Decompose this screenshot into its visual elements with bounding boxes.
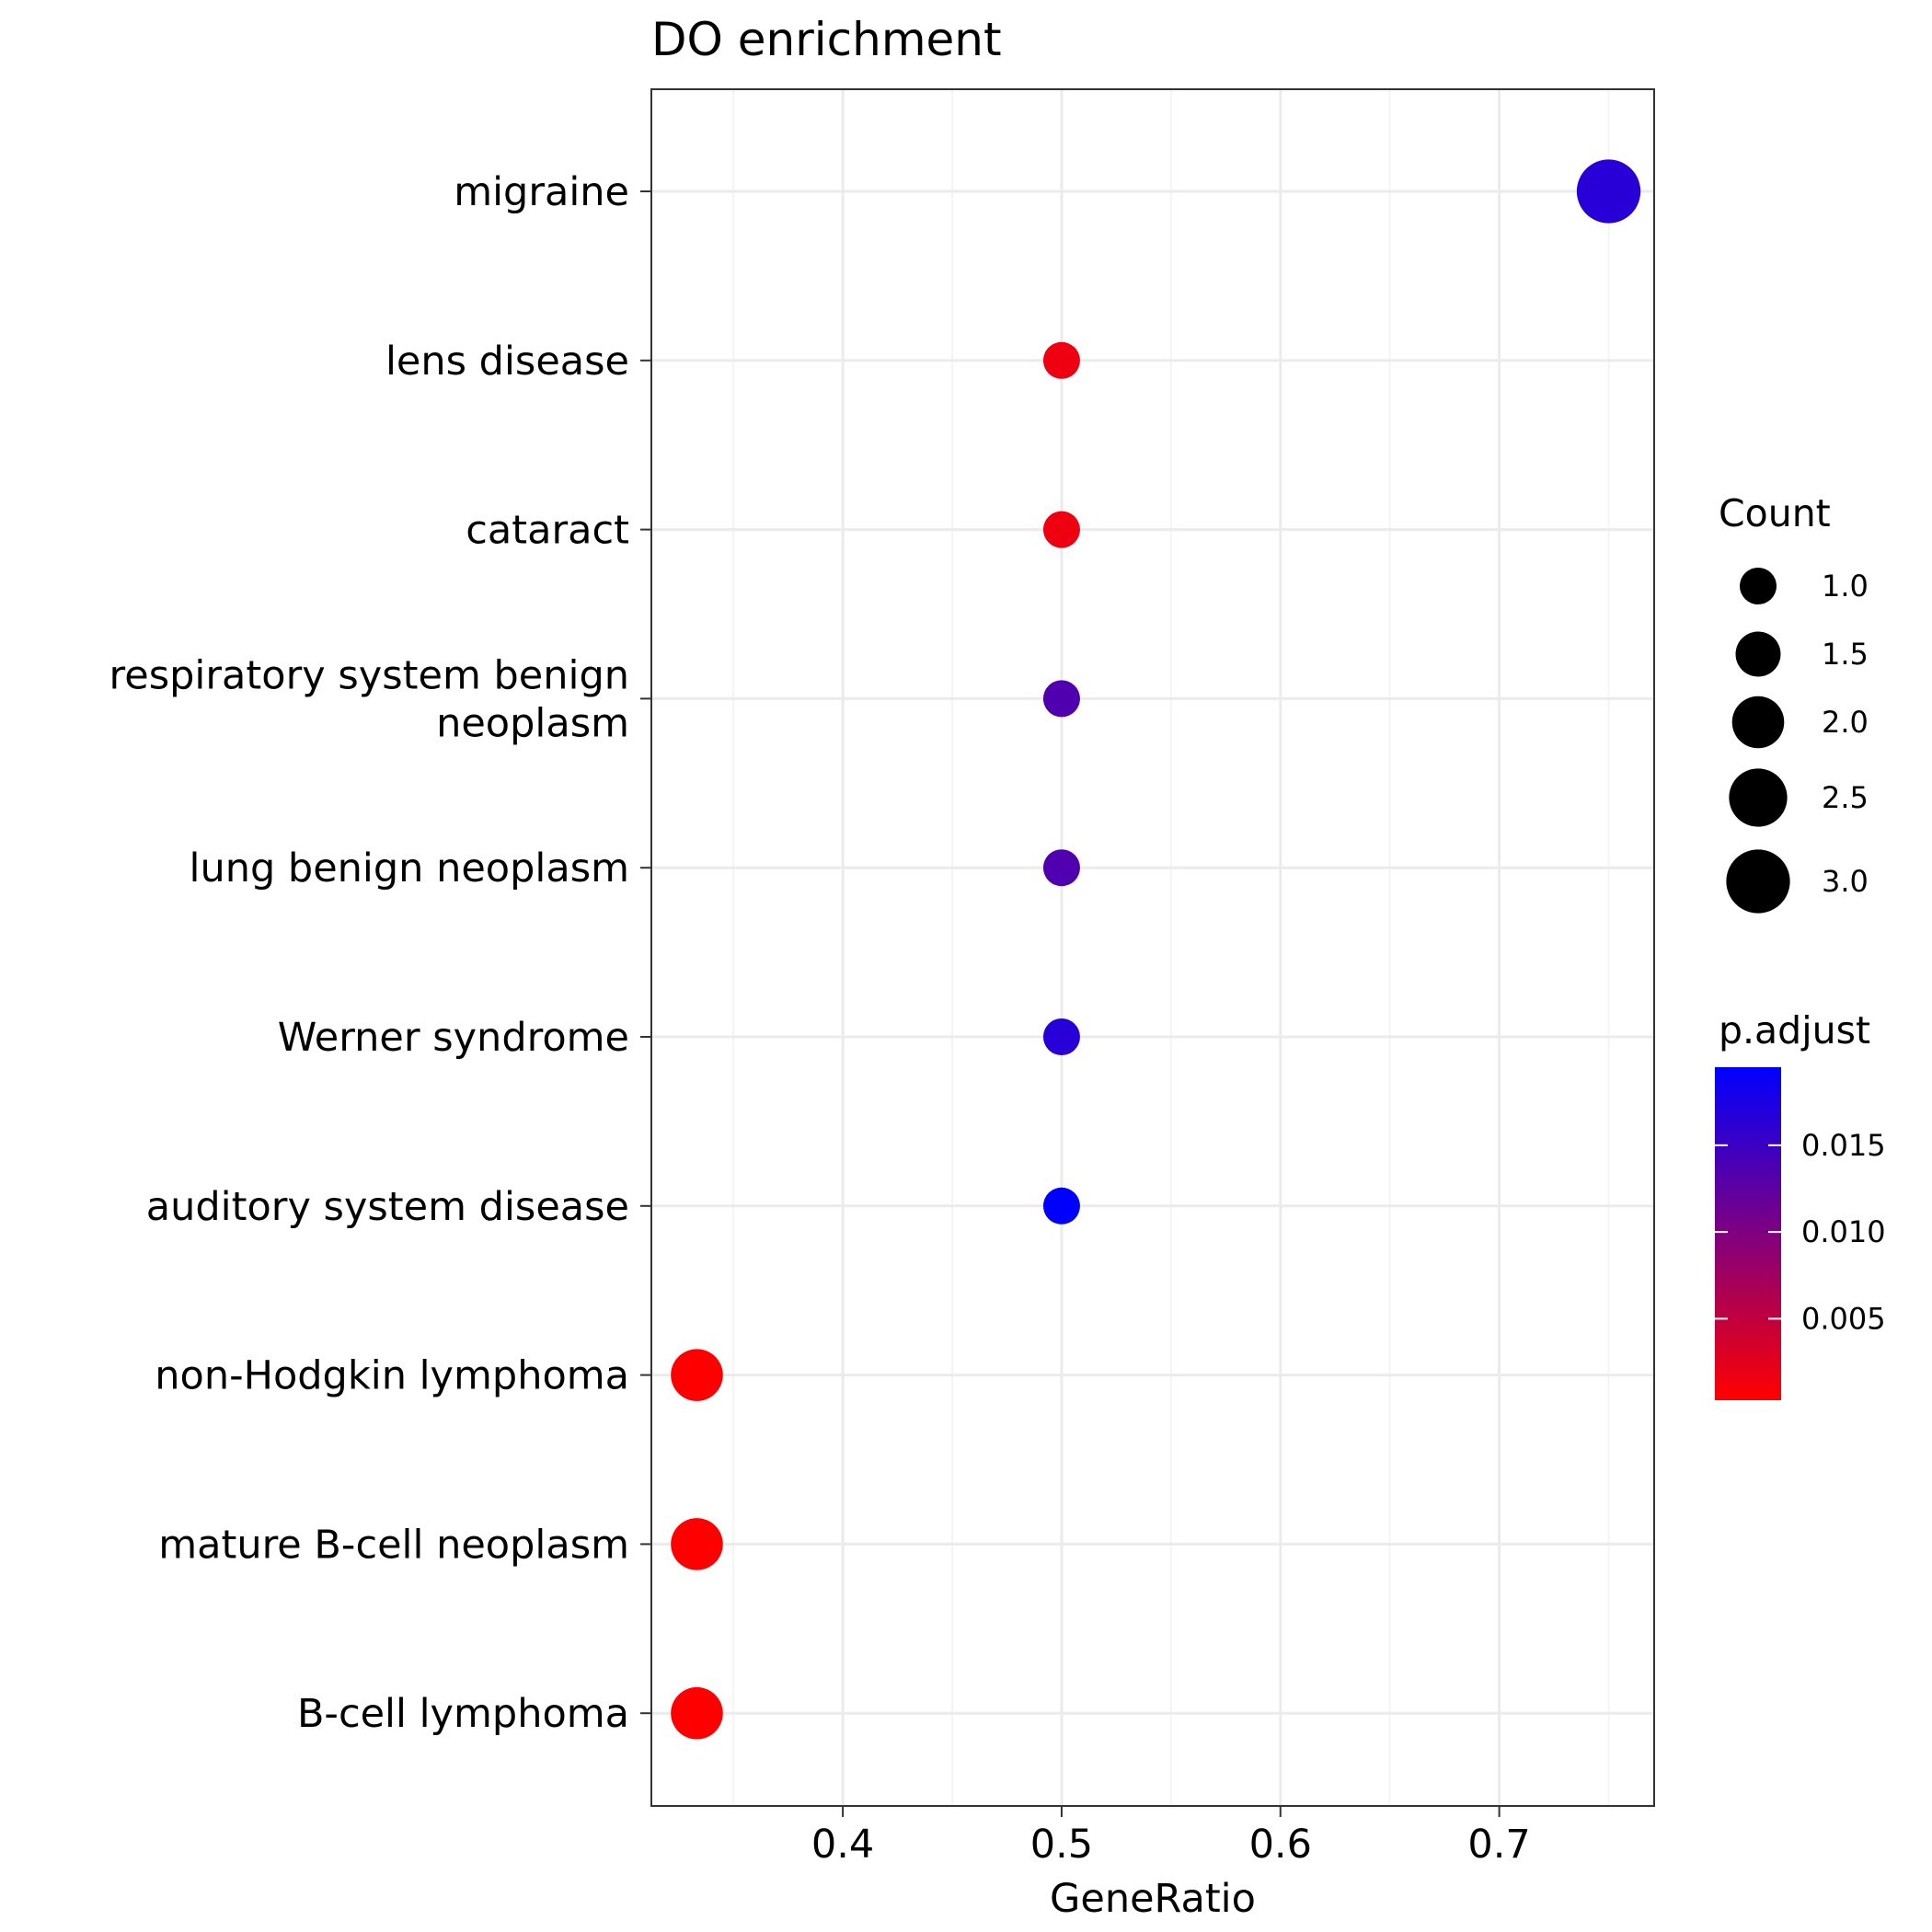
y-category-label: cataract bbox=[466, 508, 629, 554]
p-adjust-color-legend: p.adjust 0.005 0.010 0.015 bbox=[1715, 1008, 1886, 1400]
count-legend-key bbox=[1726, 849, 1790, 914]
data-point bbox=[671, 1518, 723, 1570]
y-category-label: non-Hodgkin lymphoma bbox=[155, 1353, 629, 1399]
x-tick-label: 0.5 bbox=[1030, 1822, 1093, 1868]
p-adjust-legend-title: p.adjust bbox=[1719, 1008, 1870, 1052]
y-category-label: lens disease bbox=[385, 339, 629, 385]
x-tick-label: 0.6 bbox=[1249, 1822, 1312, 1868]
data-point bbox=[1576, 159, 1641, 224]
y-category-label: migraine bbox=[454, 169, 629, 215]
data-point bbox=[1042, 341, 1080, 379]
count-legend-key bbox=[1731, 696, 1785, 749]
count-legend-label: 2.5 bbox=[1822, 780, 1869, 815]
y-axis: migraine lens disease cataract respiratory … bbox=[109, 169, 651, 1737]
x-tick-label: 0.7 bbox=[1467, 1822, 1530, 1868]
data-point bbox=[1042, 849, 1080, 887]
count-legend-key bbox=[1740, 568, 1777, 604]
y-category-label: respiratory system benign bbox=[109, 652, 629, 698]
count-legend-key bbox=[1735, 631, 1781, 677]
chart-title: DO enrichment bbox=[651, 13, 1002, 66]
count-legend-title: Count bbox=[1719, 491, 1831, 535]
data-point bbox=[671, 1349, 723, 1401]
count-legend-label: 3.0 bbox=[1822, 864, 1869, 899]
colorbar-label: 0.010 bbox=[1801, 1214, 1886, 1249]
data-point bbox=[1042, 680, 1080, 718]
x-axis-title: GeneRatio bbox=[1050, 1876, 1256, 1922]
data-point bbox=[1042, 1187, 1080, 1225]
y-category-label: auditory system disease bbox=[146, 1184, 629, 1230]
p-adjust-colorbar bbox=[1715, 1067, 1781, 1400]
y-category-label: B-cell lymphoma bbox=[297, 1691, 629, 1737]
x-tick-label: 0.4 bbox=[811, 1822, 874, 1868]
count-legend-label: 1.0 bbox=[1822, 569, 1869, 604]
y-category-label: neoplasm bbox=[436, 700, 629, 746]
data-points bbox=[671, 159, 1641, 1740]
count-legend-label: 1.5 bbox=[1822, 637, 1869, 672]
count-legend-key bbox=[1729, 768, 1788, 827]
grid-lines bbox=[651, 89, 1654, 1806]
colorbar-label: 0.005 bbox=[1801, 1301, 1886, 1336]
colorbar-label: 0.015 bbox=[1801, 1128, 1886, 1163]
data-point bbox=[1042, 1018, 1080, 1055]
x-axis: 0.4 0.5 0.6 0.7 bbox=[811, 1806, 1531, 1868]
plot-panel-border bbox=[650, 88, 1655, 1807]
y-category-label: lung benign neoplasm bbox=[190, 845, 629, 891]
data-point bbox=[671, 1686, 723, 1740]
data-point bbox=[1042, 511, 1080, 548]
y-category-label: Werner syndrome bbox=[278, 1015, 629, 1061]
y-category-label: mature B-cell neoplasm bbox=[158, 1522, 629, 1568]
count-legend-label: 2.0 bbox=[1822, 705, 1869, 740]
count-size-legend: Count 1.0 1.5 2.0 2.5 3.0 bbox=[1719, 491, 1869, 914]
